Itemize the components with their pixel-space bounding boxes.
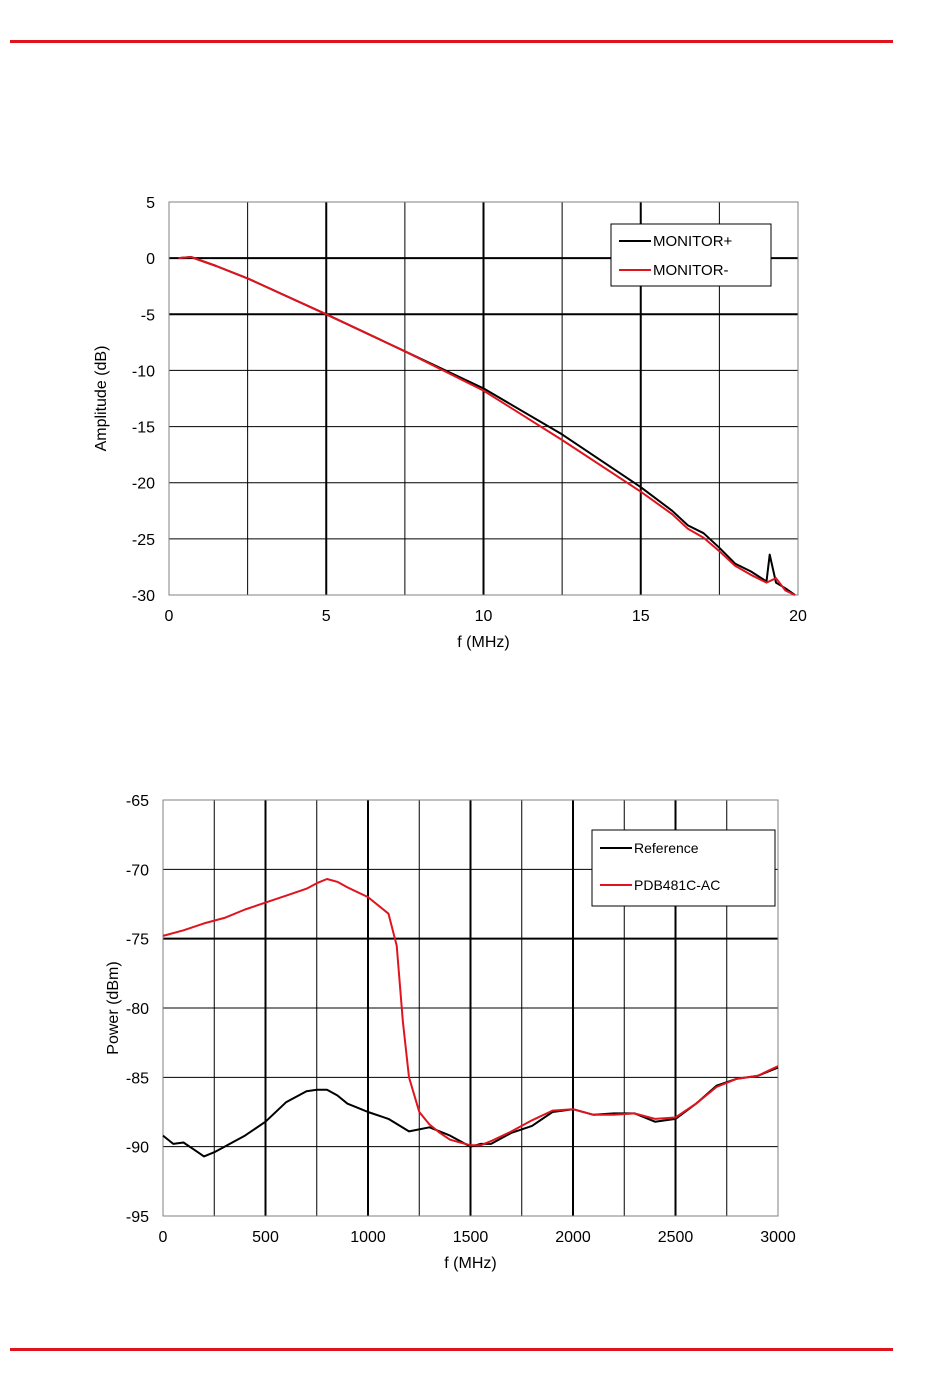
x-tick-label: 2000 bbox=[555, 1229, 591, 1246]
x-tick-label: 15 bbox=[632, 608, 650, 625]
x-tick-label: 5 bbox=[322, 608, 331, 625]
series-line-reference bbox=[162, 1066, 779, 1158]
legend-label: MONITOR+ bbox=[653, 233, 733, 250]
legend-label: Reference bbox=[634, 840, 699, 856]
power-chart: 0 500 1000 1500 2000 2500 3000 -65 -70 -75 -80 -85 -… bbox=[105, 793, 796, 1272]
x-tick-label: 20 bbox=[789, 608, 807, 625]
y-tick-label: -10 bbox=[132, 363, 155, 380]
x-axis-label: f (MHz) bbox=[444, 1255, 496, 1272]
legend-box bbox=[610, 223, 772, 287]
x-axis-label: f (MHz) bbox=[457, 634, 509, 651]
plot-frame bbox=[162, 799, 779, 1217]
amplitude-chart: 0 5 10 15 20 5 0 -5 -10 -15 -20 -25 -30 f (MHz) Amplit… bbox=[93, 195, 807, 651]
y-tick-label: -15 bbox=[132, 420, 155, 437]
y-tick-label: -80 bbox=[126, 1001, 149, 1018]
x-tick-label: 500 bbox=[252, 1229, 279, 1246]
x-tick-label: 0 bbox=[165, 608, 174, 625]
y-tick-label: 0 bbox=[146, 251, 155, 268]
y-tick-label: -75 bbox=[126, 932, 149, 949]
legend-label: MONITOR- bbox=[653, 262, 729, 279]
y-tick-label: -25 bbox=[132, 532, 155, 549]
y-tick-label: -95 bbox=[126, 1209, 149, 1226]
y-tick-label: -5 bbox=[141, 307, 155, 324]
legend-box bbox=[591, 829, 776, 907]
top-rule bbox=[10, 40, 893, 43]
y-tick-label: -30 bbox=[132, 588, 155, 605]
plot-frame bbox=[168, 201, 799, 596]
y-tick-label: -90 bbox=[126, 1140, 149, 1157]
x-tick-label: 0 bbox=[159, 1229, 168, 1246]
x-tick-label: 3000 bbox=[760, 1229, 796, 1246]
y-tick-label: -85 bbox=[126, 1070, 149, 1087]
x-tick-label: 10 bbox=[475, 608, 493, 625]
bottom-rule bbox=[10, 1348, 893, 1351]
x-tick-label: 2500 bbox=[658, 1229, 694, 1246]
series-line-pdb481c-ac bbox=[162, 878, 779, 1147]
x-tick-label: 1000 bbox=[350, 1229, 386, 1246]
y-axis-label: Amplitude (dB) bbox=[93, 346, 110, 452]
y-tick-label: -20 bbox=[132, 476, 155, 493]
y-tick-label: 5 bbox=[146, 195, 155, 212]
y-tick-label: -70 bbox=[126, 862, 149, 879]
y-axis-label: Power (dBm) bbox=[105, 961, 122, 1054]
y-tick-label: -65 bbox=[126, 793, 149, 810]
legend-label: PDB481C-AC bbox=[634, 877, 720, 893]
x-tick-label: 1500 bbox=[453, 1229, 489, 1246]
series-line-monitor- bbox=[178, 256, 796, 596]
